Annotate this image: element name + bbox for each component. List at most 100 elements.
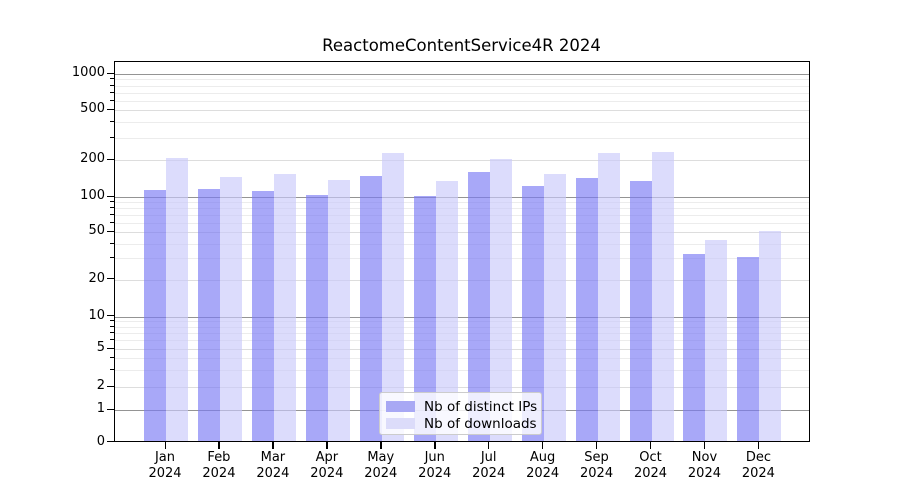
x-tick-year: 2024 (526, 466, 560, 481)
y-minor-tick-mark (109, 357, 114, 359)
bar-downloads-may (381, 152, 404, 442)
y-tick-mark (106, 158, 114, 160)
y-minor-tick-mark (109, 214, 114, 215)
x-tick-mark (434, 441, 436, 449)
bar-distinct-ips-nov (683, 253, 706, 442)
y-gridline (114, 197, 809, 198)
bar-downloads-jun (435, 180, 458, 442)
x-tick-year: 2024 (633, 466, 668, 481)
y-gridline-minor (114, 340, 809, 342)
x-tick-year: 2024 (580, 466, 614, 481)
y-tick-mark (106, 385, 114, 387)
x-tick-mark (488, 441, 490, 449)
bar-distinct-ips-sep (575, 177, 598, 442)
y-gridline-minor (114, 122, 809, 124)
y-tick-label: 500 (80, 101, 105, 116)
x-tick-year: 2024 (418, 466, 452, 481)
y-tick-mark (106, 408, 114, 410)
y-minor-tick-mark (109, 221, 114, 223)
x-tick-year: 2024 (687, 466, 721, 481)
y-minor-tick-mark (109, 320, 114, 322)
bar-downloads-aug (543, 173, 566, 442)
x-tick-mark (650, 441, 652, 449)
x-tick-mark (596, 441, 598, 449)
y-minor-tick-mark (109, 136, 114, 138)
plot-area (113, 61, 810, 442)
legend-item-downloads: Nb of downloads (386, 415, 537, 432)
y-tick-label: 1 (96, 401, 105, 416)
y-gridline (114, 387, 809, 388)
y-tick-label: 200 (80, 151, 105, 166)
x-tick-label-mar: Mar 2024 (256, 449, 290, 482)
y-minor-tick-mark (109, 201, 114, 203)
y-minor-tick-mark (109, 121, 114, 123)
x-tick-label-apr: Apr 2024 (310, 449, 344, 482)
y-tick-mark (106, 278, 114, 280)
x-tick-label-oct: Oct 2024 (633, 449, 668, 482)
y-tick-label: 50 (88, 223, 105, 238)
y-gridline-minor (114, 370, 809, 372)
bar-downloads-oct (651, 151, 674, 442)
y-minor-tick-mark (109, 332, 114, 334)
y-gridline-minor (114, 79, 809, 81)
y-tick-label: 0 (96, 433, 105, 449)
x-tick-label-dec: Dec 2024 (741, 449, 775, 482)
x-tick-mark (326, 441, 328, 449)
y-tick-mark (106, 195, 114, 197)
y-gridline-minor (114, 243, 809, 245)
x-tick-mark (703, 441, 706, 449)
legend-swatch-distinct-ips (386, 401, 415, 412)
y-minor-tick-mark (109, 325, 114, 327)
y-minor-tick-mark (109, 84, 114, 86)
x-tick-label-jan: Jan 2024 (148, 449, 182, 482)
x-tick-mark (272, 441, 274, 449)
x-tick-label-jun: Jun 2024 (418, 449, 452, 482)
y-gridline (114, 232, 809, 233)
bar-distinct-ips-aug (521, 185, 544, 442)
x-tick-year: 2024 (148, 466, 182, 481)
y-gridline-minor (114, 100, 809, 102)
x-tick-mark (218, 441, 220, 449)
y-minor-tick-mark (109, 257, 114, 259)
y-gridline-minor (114, 137, 809, 139)
y-gridline-minor (114, 358, 809, 360)
legend-label-downloads: Nb of downloads (424, 415, 537, 432)
y-minor-tick-mark (109, 78, 114, 80)
y-minor-tick-mark (109, 91, 114, 93)
y-tick-label: 5 (96, 340, 105, 355)
y-tick-label: 10 (88, 307, 105, 323)
y-tick-label: 100 (80, 188, 105, 203)
y-gridline-minor (114, 258, 809, 260)
x-tick-year: 2024 (364, 466, 398, 481)
y-minor-tick-mark (109, 339, 114, 341)
x-tick-mark (757, 441, 760, 449)
x-tick-mark (164, 441, 166, 449)
x-tick-label-aug: Aug 2024 (526, 449, 560, 482)
y-minor-tick-mark (109, 99, 114, 101)
y-minor-tick-mark (109, 242, 114, 244)
x-tick-label-nov: Nov 2024 (687, 449, 721, 482)
x-tick-label-sep: Sep 2024 (580, 449, 614, 482)
bar-distinct-ips-mar (251, 190, 274, 442)
y-gridline-minor (114, 202, 809, 204)
bar-downloads-dec (759, 231, 782, 442)
x-tick-year: 2024 (310, 466, 344, 481)
bar-downloads-jan (166, 158, 188, 442)
y-minor-tick-mark (109, 369, 114, 371)
bar-distinct-ips-oct (629, 180, 652, 442)
y-tick-mark (106, 230, 114, 232)
bar-downloads-apr (327, 180, 350, 442)
bar-distinct-ips-jul (467, 171, 490, 442)
x-tick-year: 2024 (202, 466, 236, 481)
y-tick-mark (106, 315, 114, 317)
bar-distinct-ips-jun (413, 196, 436, 442)
legend-label-distinct-ips: Nb of distinct IPs (424, 398, 538, 415)
y-gridline-minor (114, 85, 809, 87)
y-tick-mark (106, 441, 114, 443)
y-gridline (114, 349, 809, 350)
y-gridline-minor (114, 321, 809, 323)
y-minor-tick-mark (109, 207, 114, 209)
x-tick-mark (380, 441, 382, 449)
bar-downloads-mar (273, 173, 296, 442)
